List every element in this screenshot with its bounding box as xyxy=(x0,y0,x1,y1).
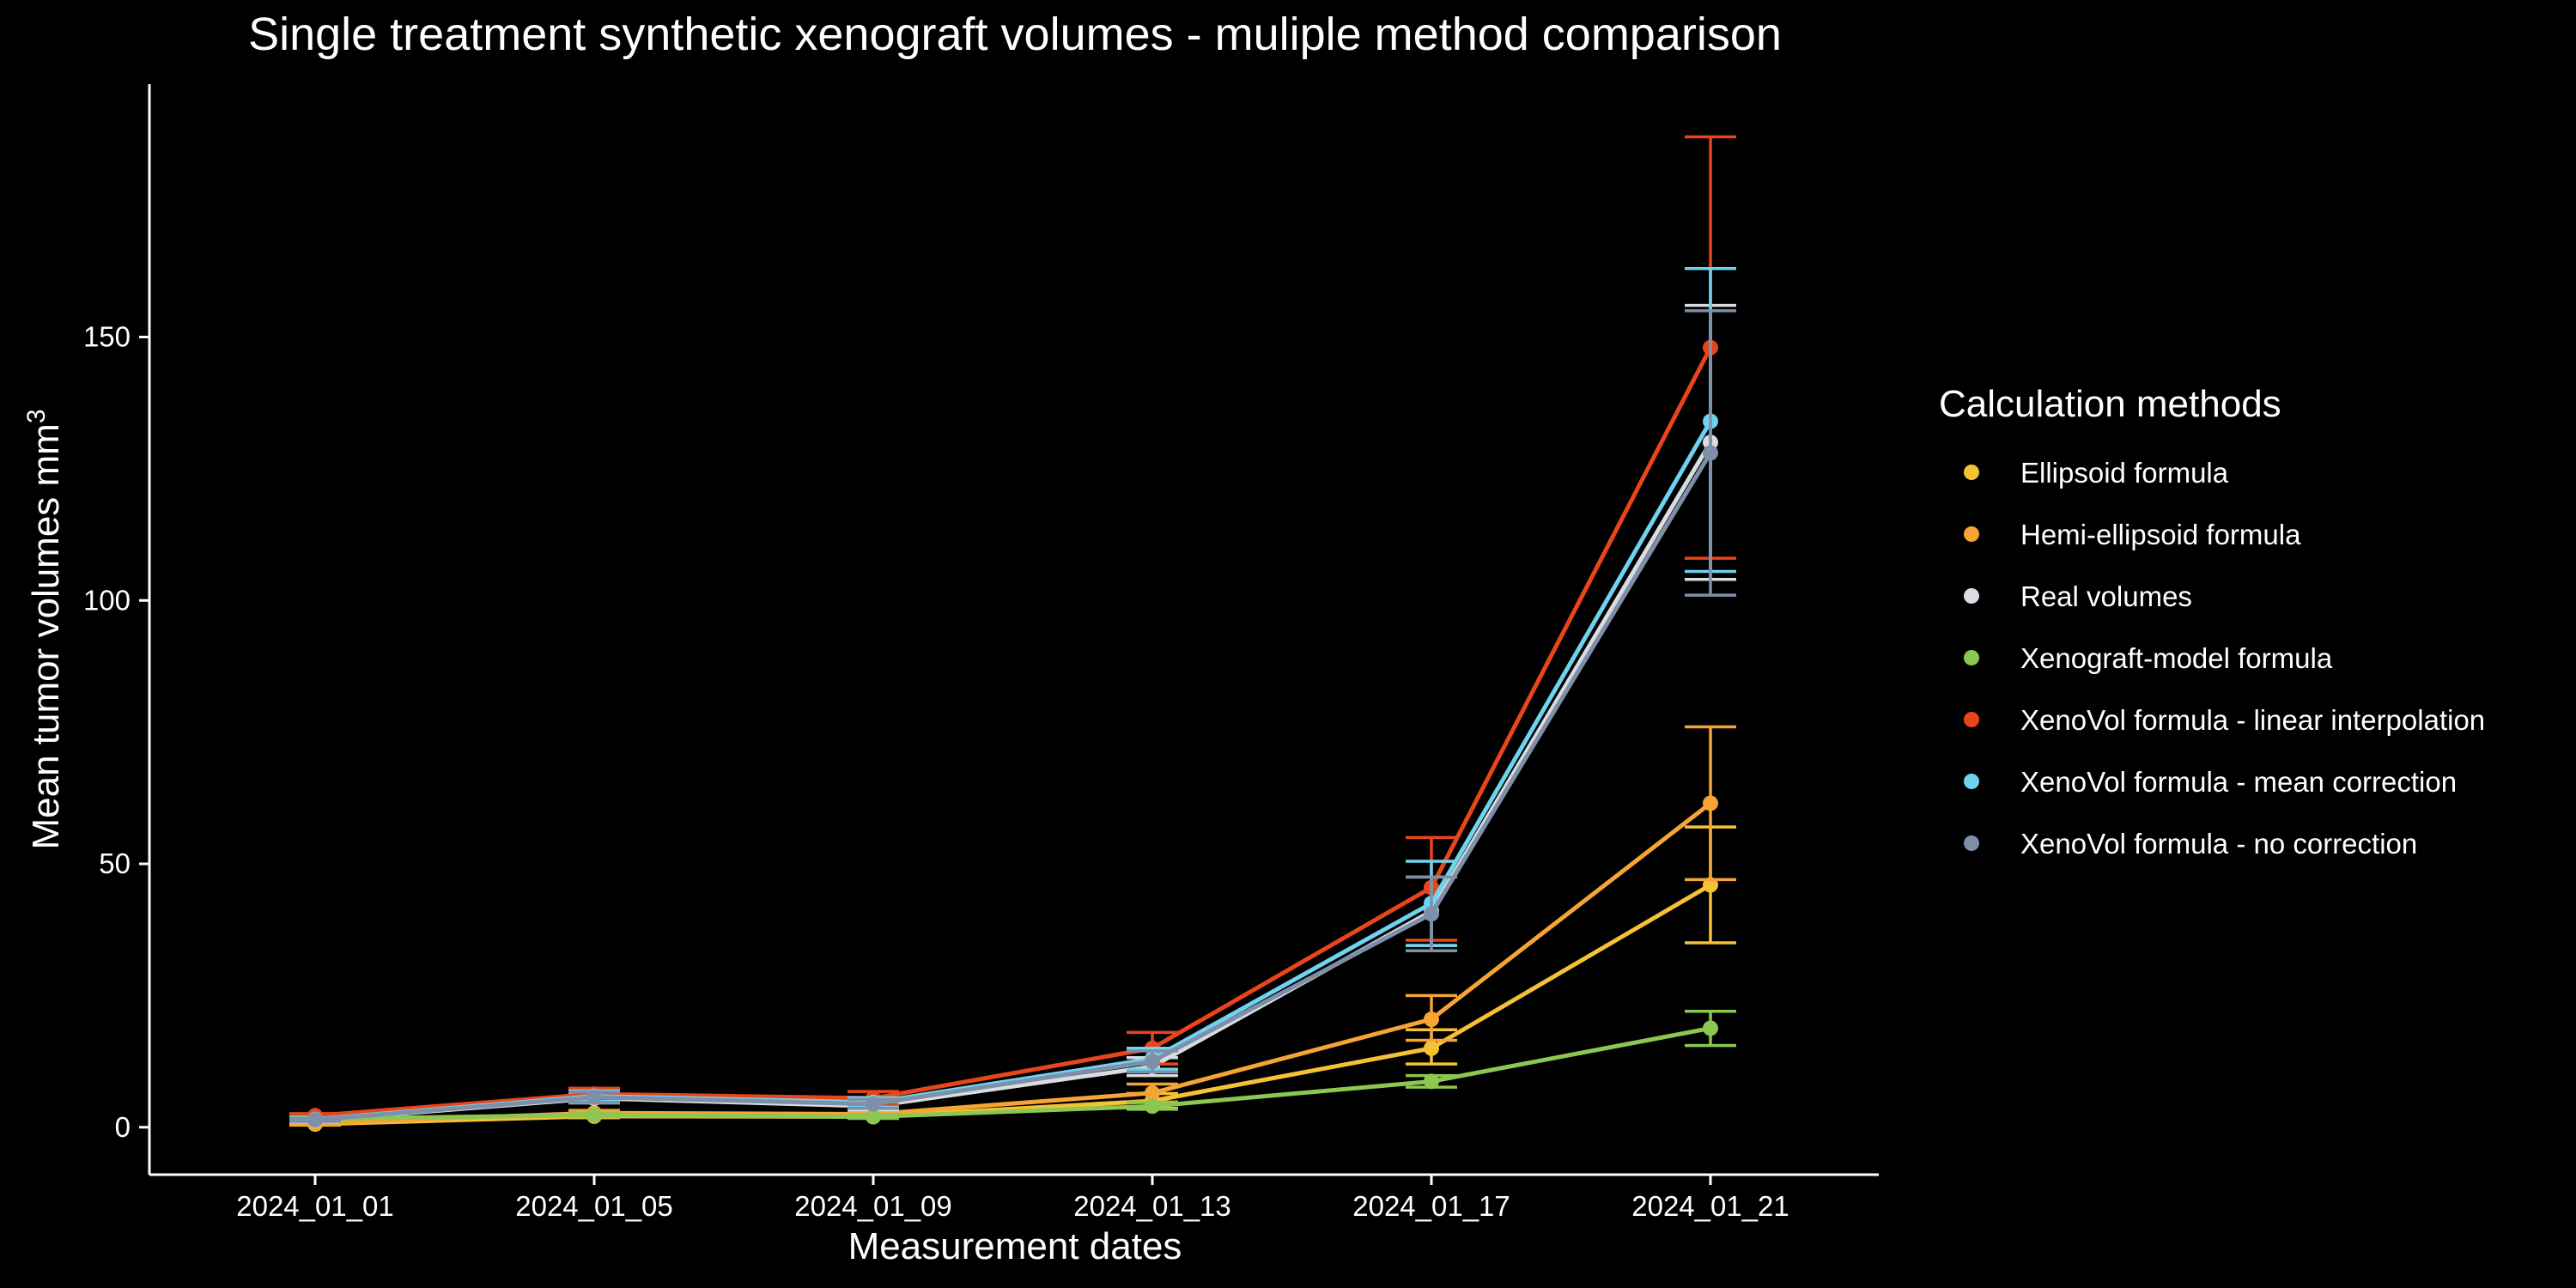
chart-title: Single treatment synthetic xenograft vol… xyxy=(248,9,1782,60)
y-tick-label: 0 xyxy=(115,1111,131,1143)
series-7 xyxy=(289,309,1736,1128)
data-point xyxy=(1424,1073,1439,1090)
legend-key xyxy=(1964,588,1979,604)
y-tick-label: 50 xyxy=(99,848,131,879)
legend: Calculation methods Ellipsoid formula Hem… xyxy=(1939,383,2485,860)
series-line xyxy=(314,452,1713,1122)
y-axis-title-main: Mean tumor volumes mm xyxy=(25,423,67,849)
legend-key xyxy=(1964,650,1979,665)
data-point xyxy=(1424,1012,1439,1028)
legend-key xyxy=(1964,835,1979,851)
data-point xyxy=(1703,1020,1718,1036)
legend-label: XenoVol formula - mean correction xyxy=(2020,766,2457,798)
data-point xyxy=(307,1112,323,1128)
y-tick-label: 150 xyxy=(83,320,131,352)
data-point xyxy=(1703,445,1718,461)
legend-title: Calculation methods xyxy=(1939,383,2281,425)
legend-key xyxy=(1964,465,1979,480)
data-point xyxy=(1145,1098,1160,1115)
legend-key xyxy=(1964,712,1979,727)
data-point xyxy=(866,1109,881,1125)
data-point xyxy=(1703,795,1718,811)
x-axis-title: Measurement dates xyxy=(848,1225,1182,1267)
legend-key xyxy=(1964,526,1979,542)
legend-label: Xenograft-model formula xyxy=(2020,642,2333,674)
y-axis-ticks: 0 50 100 150 xyxy=(83,320,149,1143)
x-tick-label: 2024_01_13 xyxy=(1073,1190,1231,1222)
series-line xyxy=(314,346,1713,1118)
x-tick-label: 2024_01_17 xyxy=(1352,1190,1510,1222)
y-tick-label: 100 xyxy=(83,584,131,616)
legend-label: XenoVol formula - no correction xyxy=(2020,828,2417,860)
data-point xyxy=(866,1096,881,1112)
x-tick-label: 2024_01_09 xyxy=(794,1190,952,1222)
series-line xyxy=(314,1025,1711,1121)
legend-key xyxy=(1964,774,1979,789)
legend-label: Hemi-ellipsoid formula xyxy=(2020,519,2301,550)
x-axis-ticks: 2024_01_01 2024_01_05 2024_01_09 2024_01_13… xyxy=(236,1175,1789,1222)
plot-area xyxy=(289,135,1736,1133)
legend-label: Ellipsoid formula xyxy=(2020,457,2229,489)
data-point xyxy=(586,1107,602,1123)
data-point xyxy=(1424,1040,1439,1056)
y-axis-title-superscript: 3 xyxy=(22,409,51,423)
y-axis-title: Mean tumor volumes mm3 xyxy=(22,409,68,849)
data-point xyxy=(1145,1084,1160,1101)
data-point xyxy=(586,1089,602,1105)
x-tick-label: 2024_01_01 xyxy=(236,1190,394,1222)
legend-label: Real volumes xyxy=(2020,580,2192,612)
legend-label: XenoVol formula - linear interpolation xyxy=(2020,704,2485,736)
data-point xyxy=(1424,906,1439,922)
x-tick-label: 2024_01_05 xyxy=(515,1190,673,1222)
x-tick-label: 2024_01_21 xyxy=(1631,1190,1789,1222)
data-point xyxy=(1145,1054,1160,1070)
